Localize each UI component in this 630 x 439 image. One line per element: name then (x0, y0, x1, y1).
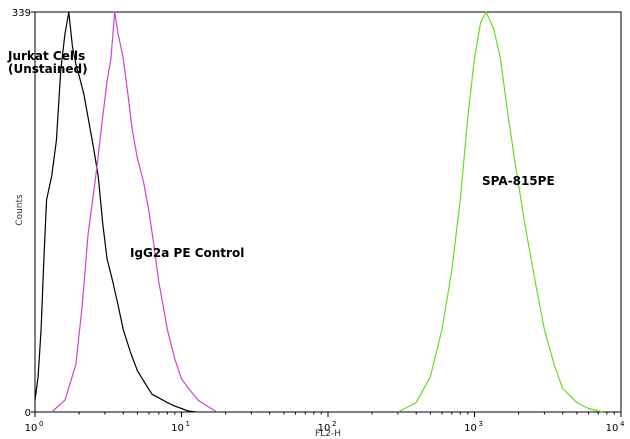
axis-layer: 10 0 10 1 10 2 10 3 10 4 (25, 11, 625, 434)
x-tick-base: 10 (464, 423, 477, 434)
x-tick-label-0: 10 0 (25, 420, 44, 434)
x-axis-label: FL2-H (315, 429, 341, 439)
annotation-spa815pe: SPA-815PE (482, 174, 555, 188)
x-tick-base: 10 (171, 423, 184, 434)
x-tick-label-3: 10 3 (464, 420, 483, 434)
annotation-jurkat-line2: (Unstained) (8, 62, 88, 76)
annotation-igg2a: IgG2a PE Control (130, 246, 244, 260)
x-tick-base: 10 (318, 423, 331, 434)
plot-area (34, 11, 622, 413)
series-line-1 (51, 11, 218, 413)
x-tick-label-1: 10 1 (171, 420, 190, 434)
x-tick-base: 10 (606, 423, 619, 434)
y-axis-label: Counts (15, 194, 25, 226)
x-tick-exponent: 0 (39, 420, 43, 428)
x-tick-exponent: 4 (620, 420, 625, 428)
x-tick-exponent: 2 (332, 420, 336, 428)
series-layer (34, 11, 603, 413)
x-tick-base: 10 (25, 423, 38, 434)
x-tick-exponent: 3 (479, 420, 483, 428)
annotation-jurkat-line1: Jurkat Cells (7, 49, 85, 63)
y-tick-zero-label: 0 (25, 408, 31, 419)
y-tick-top-label: 339 (12, 8, 31, 19)
series-line-2 (397, 11, 603, 413)
x-tick-exponent: 1 (186, 420, 190, 428)
x-tick-label-4: 10 4 (606, 420, 625, 434)
series-line-0 (34, 11, 196, 413)
x-tick-label-2: 10 2 (318, 420, 337, 434)
